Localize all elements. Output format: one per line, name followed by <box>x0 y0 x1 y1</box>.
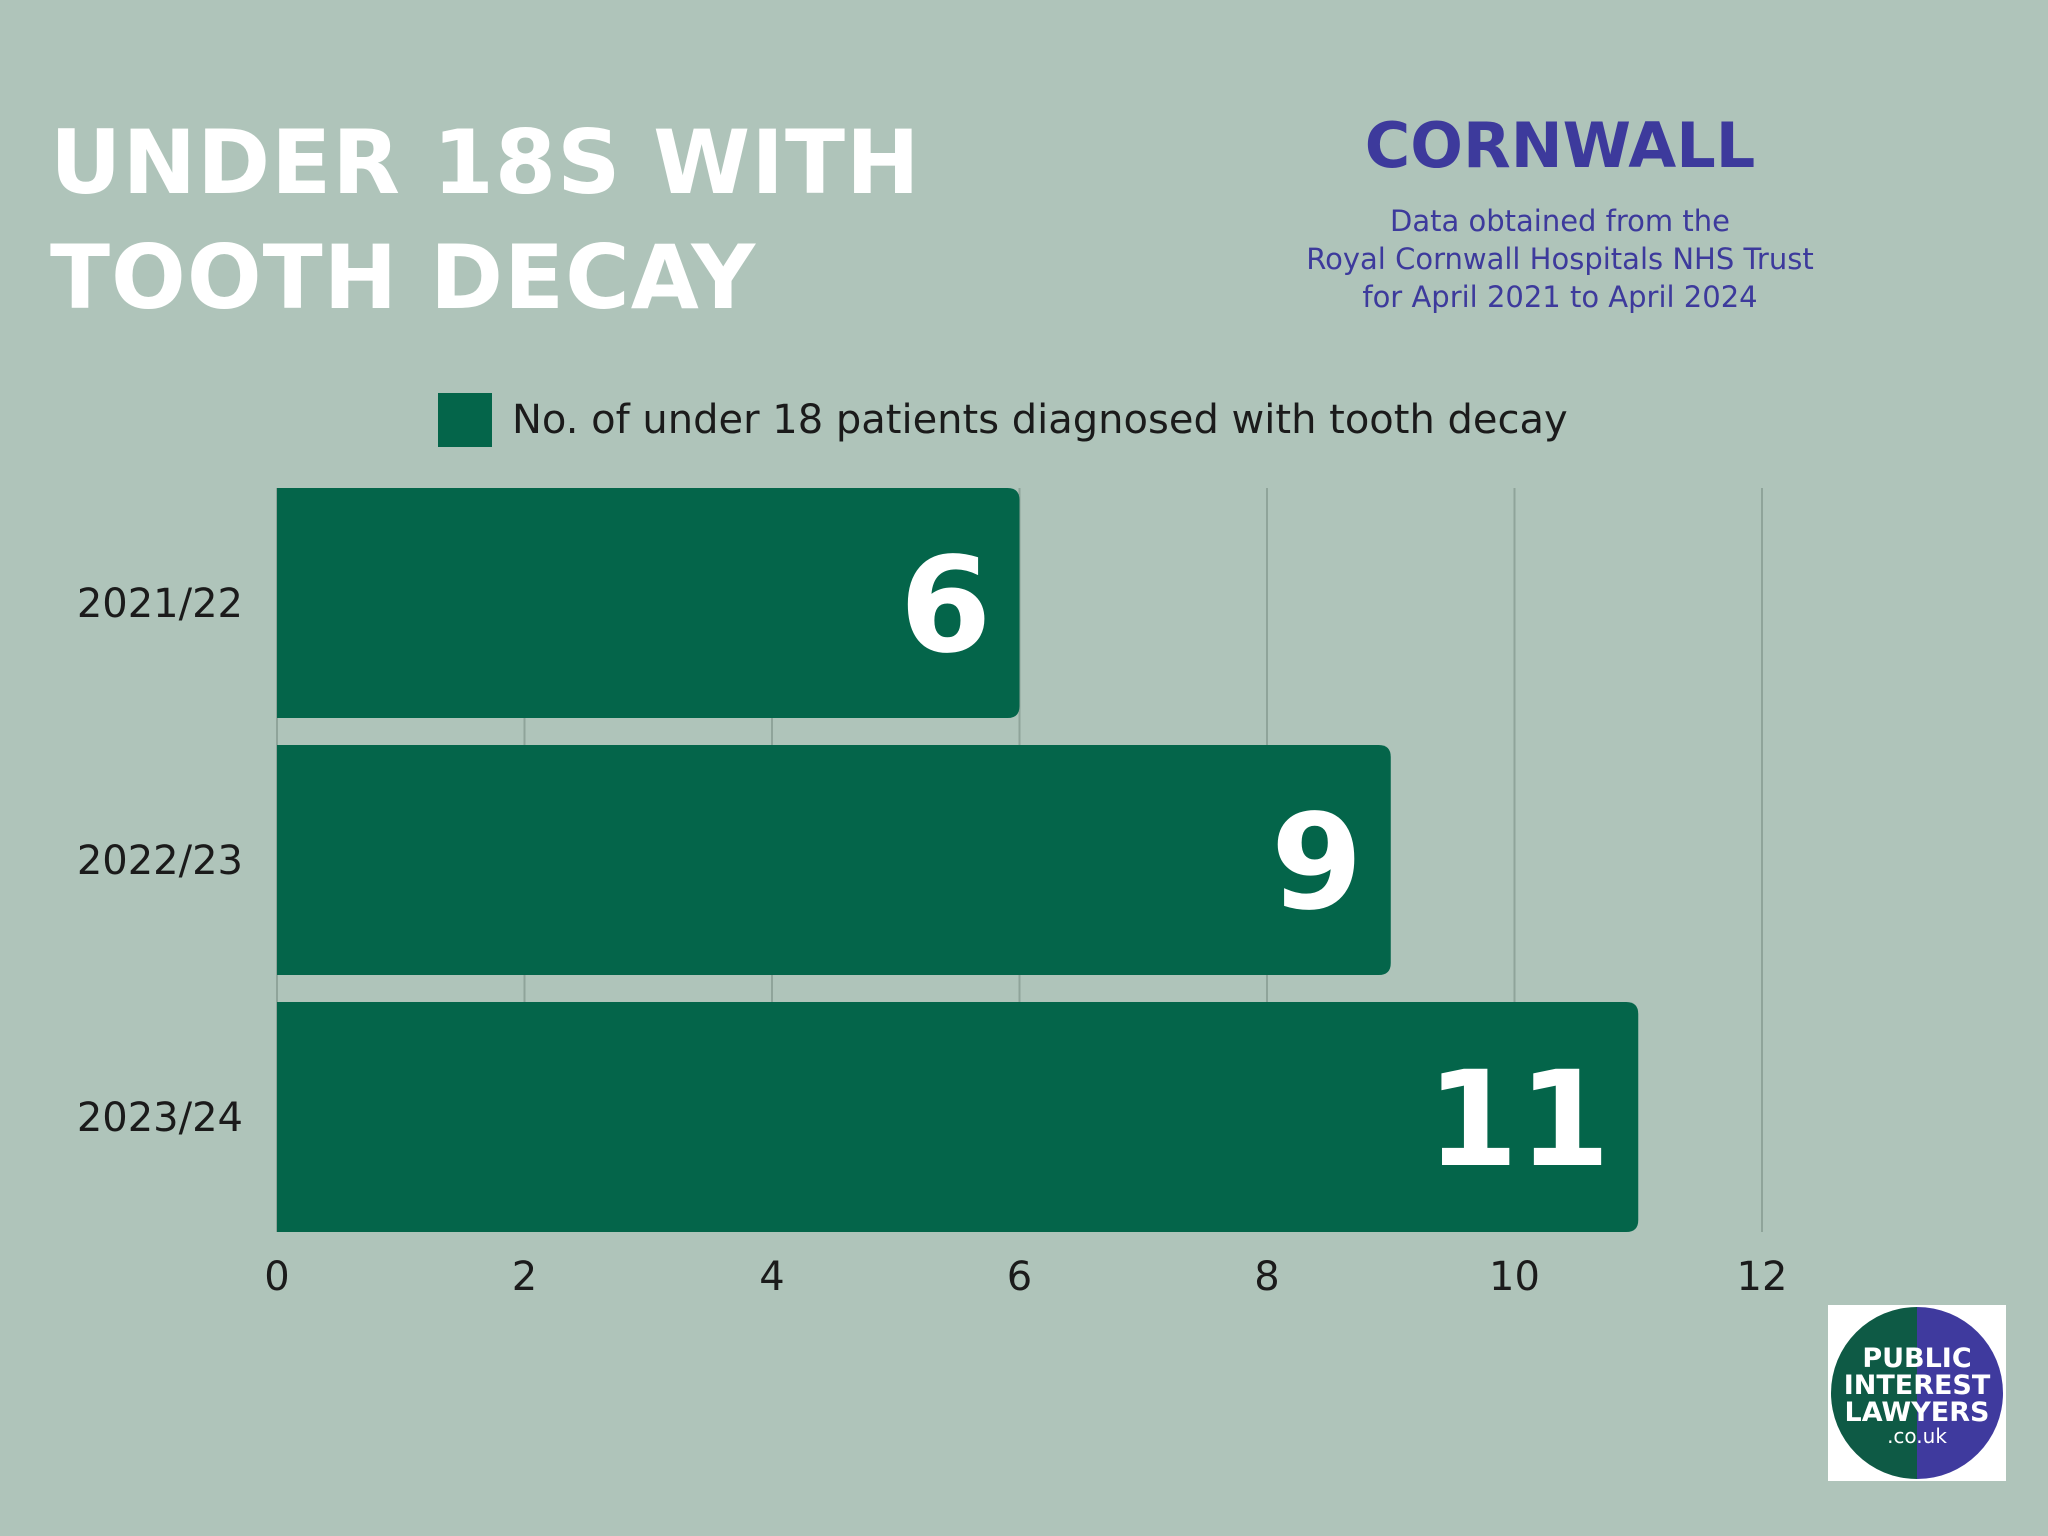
data-label-2021/22: 6 <box>900 529 992 683</box>
x-tick-label-6: 6 <box>1007 1254 1032 1300</box>
bar-2023/24 <box>277 1002 1639 1232</box>
region-heading: CORNWALL <box>1364 109 1756 182</box>
logo-line-3: LAWYERS <box>1845 1397 1990 1428</box>
legend-swatch <box>438 393 492 447</box>
logo-line-2: INTEREST <box>1844 1370 1991 1401</box>
source-line-1: Data obtained from the <box>1390 204 1730 238</box>
data-label-2022/23: 9 <box>1271 786 1363 940</box>
x-tick-label-2: 2 <box>512 1254 537 1300</box>
category-label-2022/23: 2022/23 <box>77 838 243 884</box>
bar-2022/23 <box>277 745 1391 975</box>
x-tick-label-4: 4 <box>759 1254 784 1300</box>
data-source-note: Data obtained from the Royal Cornwall Ho… <box>1210 202 1910 316</box>
legend-label: No. of under 18 patients diagnosed with … <box>512 397 1568 443</box>
x-tick-label-12: 12 <box>1737 1254 1788 1300</box>
chart-legend: No. of under 18 patients diagnosed with … <box>438 392 1568 448</box>
x-tick-label-0: 0 <box>264 1254 289 1300</box>
x-tick-label-8: 8 <box>1254 1254 1279 1300</box>
title-line-1: UNDER 18S WITH <box>50 111 921 214</box>
category-label-2021/22: 2021/22 <box>77 581 243 627</box>
x-tick-label-10: 10 <box>1489 1254 1540 1300</box>
logo-icon: PUBLIC INTEREST LAWYERS .co.uk <box>1831 1307 2003 1479</box>
public-interest-lawyers-logo: PUBLIC INTEREST LAWYERS .co.uk <box>1828 1305 2006 1481</box>
logo-line-1: PUBLIC <box>1862 1343 1971 1374</box>
source-line-3: for April 2021 to April 2024 <box>1362 280 1758 314</box>
chart-title: UNDER 18S WITH TOOTH DECAY <box>50 105 921 335</box>
bar-2021/22 <box>277 488 1020 718</box>
title-line-2: TOOTH DECAY <box>50 226 757 329</box>
category-label-2023/24: 2023/24 <box>77 1095 243 1141</box>
logo-line-4: .co.uk <box>1887 1424 1947 1448</box>
data-label-2023/24: 11 <box>1427 1043 1611 1197</box>
source-line-2: Royal Cornwall Hospitals NHS Trust <box>1306 242 1814 276</box>
